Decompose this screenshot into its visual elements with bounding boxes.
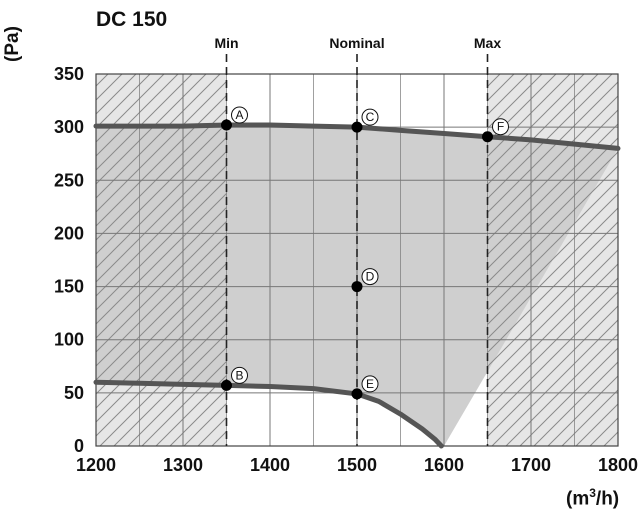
curves	[93, 122, 621, 449]
y-tick-label: 200	[54, 223, 84, 243]
operating-points: A B C D E F	[221, 106, 509, 400]
operating-point	[351, 281, 363, 293]
x-tick-label: 1500	[337, 455, 377, 475]
reference-line-label: Nominal	[329, 35, 384, 51]
x-tick-label: 1600	[424, 455, 464, 475]
y-tick-label: 100	[54, 330, 84, 350]
point-label-circle	[231, 106, 248, 124]
operating-point	[221, 119, 232, 131]
x-tick-label: 1200	[76, 455, 116, 475]
min-curve	[93, 379, 444, 449]
point-label: C	[366, 110, 375, 124]
y-tick-label: 250	[54, 170, 84, 190]
operating-point	[482, 131, 493, 143]
reference-line-label: Min	[214, 35, 238, 51]
y-tick-label: 150	[54, 277, 84, 297]
x-tick-label: 1300	[163, 455, 203, 475]
point-label-circle	[492, 118, 509, 136]
y-tick-label: 300	[54, 117, 84, 137]
x-tick-label: 1800	[598, 455, 638, 475]
point-label-circle	[361, 375, 379, 393]
point-label: E	[366, 377, 374, 391]
x-tick-label: 1400	[250, 455, 290, 475]
x-axis-label-superscript: 3	[589, 486, 596, 500]
point-label: F	[497, 120, 504, 134]
point-label-circle	[231, 366, 248, 384]
y-tick-label: 0	[74, 436, 84, 456]
point-label-circle	[361, 108, 379, 126]
point-label: B	[235, 368, 243, 382]
x-axis-label: (m3/h)	[566, 486, 619, 510]
point-label: A	[235, 108, 243, 122]
axis-ticks: 0 50 100 150 200 250 300 350 1200 1300 1400 1500 160…	[54, 64, 638, 475]
point-label: D	[366, 270, 375, 284]
x-axis-label-tail: /h)	[595, 488, 620, 510]
reference-line-label: Max	[474, 35, 501, 51]
point-label-circle	[361, 268, 379, 286]
hatched-zone	[96, 74, 227, 446]
max-curve	[93, 122, 621, 151]
x-tick-label: 1700	[511, 455, 551, 475]
chart-title: DC 150	[96, 8, 168, 31]
y-tick-label: 350	[54, 64, 84, 84]
operating-point	[351, 121, 363, 133]
y-tick-label: 50	[64, 383, 84, 403]
operating-point	[351, 388, 363, 400]
x-axis-label-base: (m	[566, 488, 590, 510]
operating-point	[221, 379, 232, 391]
